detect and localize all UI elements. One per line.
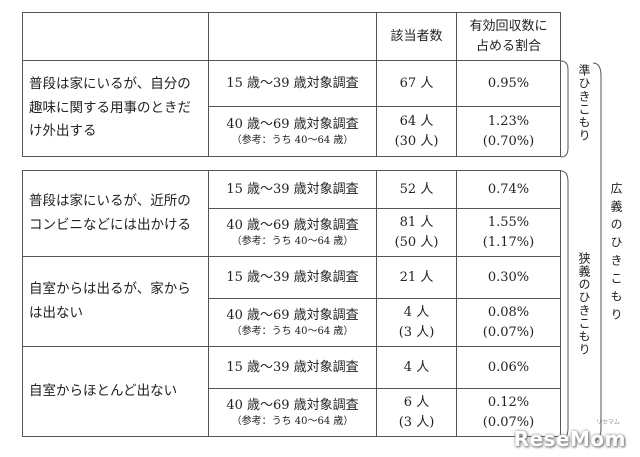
- ratio-ref-value: (0.07%): [482, 324, 535, 340]
- survey-name: 15 歳～39 歳対象調査: [208, 346, 377, 389]
- table-row: 自室からほとんど出ない 15 歳～39 歳対象調査 4 人 0.06%: [22, 346, 561, 437]
- count-cell: 4 人: [376, 346, 457, 389]
- ratio-value: 0.08%: [487, 305, 530, 320]
- survey-name: 15 歳～39 歳対象調査: [208, 60, 377, 107]
- header-count: 該当者数: [376, 12, 457, 61]
- count-ref-value: (3 人): [398, 324, 435, 340]
- survey-name: 40 歳～69 歳対象調査: [226, 307, 359, 323]
- count-value: 4 人: [403, 305, 430, 320]
- brace-kogi: [592, 62, 602, 442]
- table-row: 普段は家にいるが、自分の趣味に関する用事のときだけ外出する 15 歳～39 歳対…: [22, 60, 561, 157]
- table-row: 40 歳～69 歳対象調査 （参考：うち 40～64 歳） 64 人 (30 人…: [23, 106, 561, 157]
- header-empty-survey: [208, 12, 377, 61]
- table-row: 40 歳～69 歳対象調査 （参考：うち 40～64 歳） 4 人 (3 人) …: [23, 298, 561, 347]
- survey-name-cell: 40 歳～69 歳対象調査 （参考：うち 40～64 歳）: [208, 106, 377, 157]
- survey-name-cell: 40 歳～69 歳対象調査 （参考：うち 40～64 歳）: [208, 388, 377, 437]
- count-cell: 81 人 (50 人): [376, 208, 457, 257]
- category-description: 自室からほとんど出ない: [22, 346, 209, 437]
- header-ratio: 有効回収数に 占める割合: [456, 12, 561, 61]
- survey-name: 40 歳～69 歳対象調査: [226, 397, 359, 413]
- label-kogi-hikikomori: 広義のひきこもり: [609, 182, 623, 326]
- ratio-cell: 0.12% (0.07%): [456, 388, 561, 437]
- survey-name: 40 歳～69 歳対象調査: [226, 217, 359, 233]
- summary-table-top: 該当者数 有効回収数に 占める割合 普段は家にいるが、自分の趣味に関する用事のと…: [22, 12, 561, 157]
- ratio-cell: 0.30%: [456, 256, 561, 299]
- label-jun-hikikomori: 準ひきこもり: [577, 64, 591, 142]
- count-ref-value: (3 人): [398, 414, 435, 430]
- ratio-cell: 0.74%: [456, 170, 561, 209]
- ratio-value: 1.55%: [487, 215, 530, 230]
- survey-name-cell: 40 歳～69 歳対象調査 （参考：うち 40～64 歳）: [208, 208, 377, 257]
- survey-ref-note: （参考：うち 40～64 歳）: [231, 326, 354, 338]
- ratio-cell: 0.06%: [456, 346, 561, 389]
- label-kyogi-hikikomori: 狭義のひきこもり: [577, 252, 591, 356]
- count-value: 64 人: [399, 114, 434, 129]
- table-row: 40 歳～69 歳対象調査 （参考：うち 40～64 歳） 6 人 (3 人) …: [23, 388, 561, 437]
- ratio-value: 0.12%: [487, 395, 530, 410]
- header-row: 該当者数 有効回収数に 占める割合: [22, 12, 561, 61]
- category-description: 普段は家にいるが、自分の趣味に関する用事のときだけ外出する: [22, 60, 209, 157]
- header-ratio-line1: 有効回収数に: [469, 19, 548, 34]
- survey-ref-note: （参考：うち 40～64 歳）: [231, 135, 354, 147]
- survey-ref-note: （参考：うち 40～64 歳）: [231, 236, 354, 248]
- count-value: 81 人: [399, 215, 434, 230]
- table-row: 普段は家にいるが、近所のコンビニなどには出かける 15 歳～39 歳対象調査 5…: [22, 170, 561, 257]
- count-ref-value: (30 人): [394, 133, 439, 149]
- count-cell: 21 人: [376, 256, 457, 299]
- survey-name-cell: 40 歳～69 歳対象調査 （参考：うち 40～64 歳）: [208, 298, 377, 347]
- survey-name: 15 歳～39 歳対象調査: [208, 170, 377, 209]
- count-ref-value: (50 人): [394, 234, 439, 250]
- count-cell: 67 人: [376, 60, 457, 107]
- category-description: 自室からは出るが、家からは出ない: [22, 256, 209, 347]
- ratio-cell: 1.23% (0.70%): [456, 106, 561, 157]
- table-row: 40 歳～69 歳対象調査 （参考：うち 40～64 歳） 81 人 (50 人…: [23, 208, 561, 257]
- brace-jun: [560, 60, 569, 158]
- summary-table-bottom: 普段は家にいるが、近所のコンビニなどには出かける 15 歳～39 歳対象調査 5…: [22, 170, 561, 437]
- ratio-value: 1.23%: [487, 114, 530, 129]
- watermark-sub: リセマム: [595, 419, 620, 426]
- survey-name: 40 歳～69 歳対象調査: [226, 116, 359, 132]
- count-cell: 4 人 (3 人): [376, 298, 457, 347]
- ratio-ref-value: (1.17%): [482, 234, 535, 250]
- survey-ref-note: （参考：うち 40～64 歳）: [231, 416, 354, 428]
- ratio-cell: 0.95%: [456, 60, 561, 107]
- ratio-ref-value: (0.07%): [482, 414, 535, 430]
- survey-name: 15 歳～39 歳対象調査: [208, 256, 377, 299]
- count-value: 6 人: [403, 395, 430, 410]
- ratio-cell: 1.55% (1.17%): [456, 208, 561, 257]
- brace-kyogi: [560, 170, 569, 440]
- count-cell: 6 人 (3 人): [376, 388, 457, 437]
- ratio-cell: 0.08% (0.07%): [456, 298, 561, 347]
- header-empty-desc: [22, 12, 209, 61]
- header-ratio-line2: 占める割合: [475, 38, 541, 54]
- table-row: 自室からは出るが、家からは出ない 15 歳～39 歳対象調査 21 人 0.30…: [22, 256, 561, 347]
- count-cell: 52 人: [376, 170, 457, 209]
- count-cell: 64 人 (30 人): [376, 106, 457, 157]
- ratio-ref-value: (0.70%): [482, 133, 535, 149]
- category-description: 普段は家にいるが、近所のコンビニなどには出かける: [22, 170, 209, 257]
- resemom-logo: ReseMom: [513, 427, 626, 451]
